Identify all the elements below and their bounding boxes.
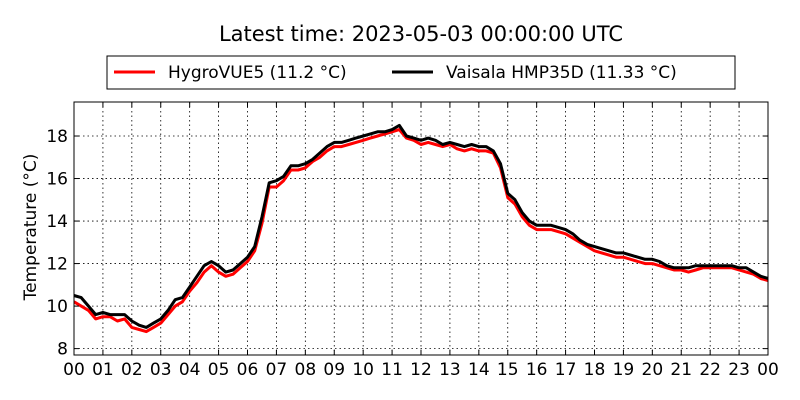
x-tick-label: 17 bbox=[555, 360, 577, 380]
x-tick-label: 03 bbox=[150, 360, 172, 380]
y-tick-label: 12 bbox=[46, 255, 68, 275]
series-line-hygrovue5 bbox=[74, 128, 768, 334]
x-tick-label: 00 bbox=[757, 360, 779, 380]
x-tick-label: 11 bbox=[381, 360, 403, 380]
x-tick-label: 09 bbox=[323, 360, 345, 380]
x-tick-label: 05 bbox=[208, 360, 230, 380]
x-tick-label: 18 bbox=[584, 360, 606, 380]
chart-title: Latest time: 2023-05-03 00:00:00 UTC bbox=[219, 22, 623, 46]
legend-label-hygrovue5: HygroVUE5 (11.2 °C) bbox=[168, 63, 347, 83]
x-tick-label: 04 bbox=[179, 360, 201, 380]
x-tick-label: 15 bbox=[497, 360, 519, 380]
legend-label-vaisala: Vaisala HMP35D (11.33 °C) bbox=[446, 63, 677, 83]
y-tick-label: 10 bbox=[46, 297, 68, 317]
x-tick-label: 10 bbox=[352, 360, 374, 380]
x-tick-label: 02 bbox=[121, 360, 143, 380]
x-tick-label: 13 bbox=[439, 360, 461, 380]
series-layer bbox=[74, 123, 768, 334]
y-tick-label: 18 bbox=[46, 127, 68, 147]
y-axis-label: Temperature (°C) bbox=[21, 154, 41, 302]
x-tick-label: 16 bbox=[526, 360, 548, 380]
x-tick-label: 06 bbox=[237, 360, 259, 380]
y-tick-label: 14 bbox=[46, 212, 68, 232]
x-tick-label: 19 bbox=[613, 360, 635, 380]
x-tick-label: 22 bbox=[699, 360, 721, 380]
legend: HygroVUE5 (11.2 °C) Vaisala HMP35D (11.3… bbox=[106, 55, 736, 90]
x-tick-label: 14 bbox=[468, 360, 490, 380]
x-tick-label: 07 bbox=[266, 360, 288, 380]
x-tick-label: 20 bbox=[642, 360, 664, 380]
x-tick-label: 01 bbox=[92, 360, 114, 380]
y-tick-label: 8 bbox=[57, 340, 68, 360]
x-tick-label: 08 bbox=[295, 360, 317, 380]
ticks: 00 01 02 03 04 05 06 07 08 09 10 11 12 13 14 15 16 17 18 19… bbox=[46, 102, 779, 380]
y-tick-label: 16 bbox=[46, 170, 68, 190]
x-tick-label: 23 bbox=[728, 360, 750, 380]
grid bbox=[74, 102, 768, 355]
x-tick-label: 12 bbox=[410, 360, 432, 380]
x-tick-label: 21 bbox=[670, 360, 692, 380]
series-line-vaisala bbox=[74, 123, 768, 329]
x-tick-label: 00 bbox=[63, 360, 85, 380]
